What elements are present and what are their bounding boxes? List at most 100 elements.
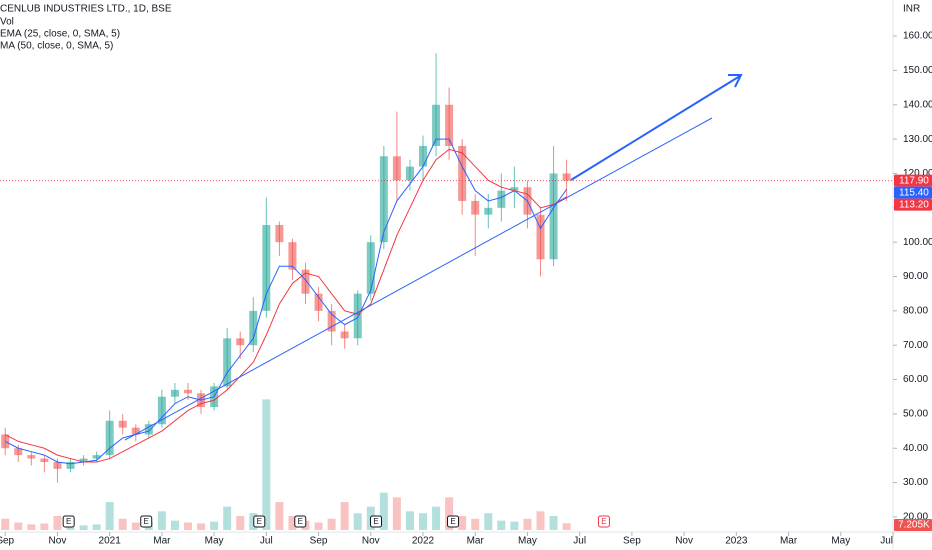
candle-body: [118, 420, 127, 428]
candle-body: [458, 145, 467, 201]
volume-bar: [327, 518, 336, 530]
volume-bar: [419, 513, 427, 530]
chart-title: CENLUB INDUSTRIES LTD., 1D, BSE: [0, 4, 172, 15]
candle-body: [236, 338, 245, 346]
earnings-marker: [370, 515, 382, 528]
trend-line: [124, 117, 713, 441]
x-tick-label: Sep: [623, 536, 641, 547]
x-tick-label: Mar: [780, 536, 798, 547]
y-tick-label: 100.00: [903, 237, 932, 248]
candle-body: [53, 461, 62, 469]
candle-body: [301, 269, 310, 294]
candle-body: [66, 461, 75, 469]
candle-body: [40, 458, 49, 462]
volume-bar: [536, 511, 545, 530]
earnings-marker: [140, 515, 153, 528]
x-tick-label: 2023: [725, 536, 748, 547]
volume-bar: [92, 524, 101, 530]
candle-body: [144, 424, 153, 435]
candle-body: [536, 214, 545, 260]
volume-bar: [27, 524, 36, 530]
candle-body: [157, 396, 166, 425]
x-tick-label: Jul: [573, 536, 586, 547]
candle-body: [392, 156, 401, 181]
volume-label-box: [894, 519, 932, 531]
candle-body: [471, 200, 480, 215]
y-tick-label: 60.00: [903, 374, 928, 385]
y-tick-label: 80.00: [903, 305, 928, 316]
candle-body: [484, 207, 493, 215]
x-tick-label: Sep: [310, 536, 328, 547]
volume-bar: [445, 497, 454, 530]
x-tick-label: Mar: [467, 536, 485, 547]
candle-body: [405, 166, 414, 181]
earnings-label: E: [257, 517, 262, 526]
candle-body: [262, 224, 271, 311]
volume-bar: [471, 518, 480, 530]
volume-bar: [405, 511, 414, 530]
volume-bar: [392, 497, 401, 530]
volume-bar: [314, 522, 323, 530]
volume-bar: [562, 523, 571, 530]
x-tick-label: Jul: [880, 536, 893, 547]
volume-bar: [340, 502, 349, 530]
volume-bar: [275, 502, 284, 530]
price-label-box: [894, 198, 932, 211]
volume-bar: [1, 518, 10, 530]
candle-body: [79, 458, 88, 462]
volume-bar: [40, 523, 49, 530]
earnings-label: E: [373, 517, 378, 526]
volume-bar: [131, 522, 140, 530]
candle-body: [223, 338, 232, 387]
x-tick-label: Mar: [153, 536, 171, 547]
candle-body: [445, 104, 454, 146]
earnings-marker: [597, 515, 610, 528]
y-tick-label: 30.00: [903, 477, 928, 488]
candle-body: [170, 389, 179, 397]
candle-body: [27, 455, 36, 459]
volume-bar: [262, 399, 271, 530]
earnings-marker: [294, 515, 307, 528]
x-tick-label: Nov: [49, 536, 67, 547]
volume-bar: [249, 513, 258, 530]
candle-body: [432, 104, 441, 146]
y-tick-label: 90.00: [903, 271, 928, 282]
x-tick-label: May: [518, 536, 537, 547]
volume-bar: [236, 516, 245, 530]
price-label: 117.90: [899, 175, 929, 186]
earnings-label: E: [450, 517, 455, 526]
earnings-label: E: [601, 517, 606, 526]
volume-bar: [197, 523, 206, 530]
candle-body: [249, 310, 258, 346]
volume-bar: [458, 516, 467, 530]
candle-body: [314, 293, 323, 311]
volume-bar: [549, 516, 558, 530]
y-tick-label: 40.00: [903, 443, 928, 454]
candle-body: [105, 420, 114, 456]
volume-bar: [379, 492, 388, 530]
candle-body: [366, 242, 375, 294]
earnings-label: E: [144, 517, 149, 526]
y-tick-label: 160.00: [903, 31, 932, 42]
volume-bar: [210, 521, 219, 530]
x-tick-label: Jul: [260, 536, 273, 547]
candle-body: [562, 173, 571, 181]
volume-bar: [510, 521, 519, 530]
volume-bar: [288, 516, 297, 530]
candle-body: [131, 427, 140, 435]
earnings-marker: [62, 515, 75, 528]
candle-body: [340, 331, 349, 339]
earnings-label: E: [298, 517, 303, 526]
candle-body: [327, 310, 336, 332]
candle-body: [92, 455, 101, 459]
x-tick-label: Nov: [362, 536, 380, 547]
candle-body: [288, 242, 297, 270]
volume-bar: [14, 522, 23, 530]
earnings-label: E: [66, 517, 71, 526]
candle-body: [510, 187, 519, 191]
candle-body: [497, 190, 506, 208]
volume-bar: [170, 520, 179, 530]
y-tick-label: 150.00: [903, 65, 932, 76]
x-tick-label: 2022: [412, 536, 435, 547]
